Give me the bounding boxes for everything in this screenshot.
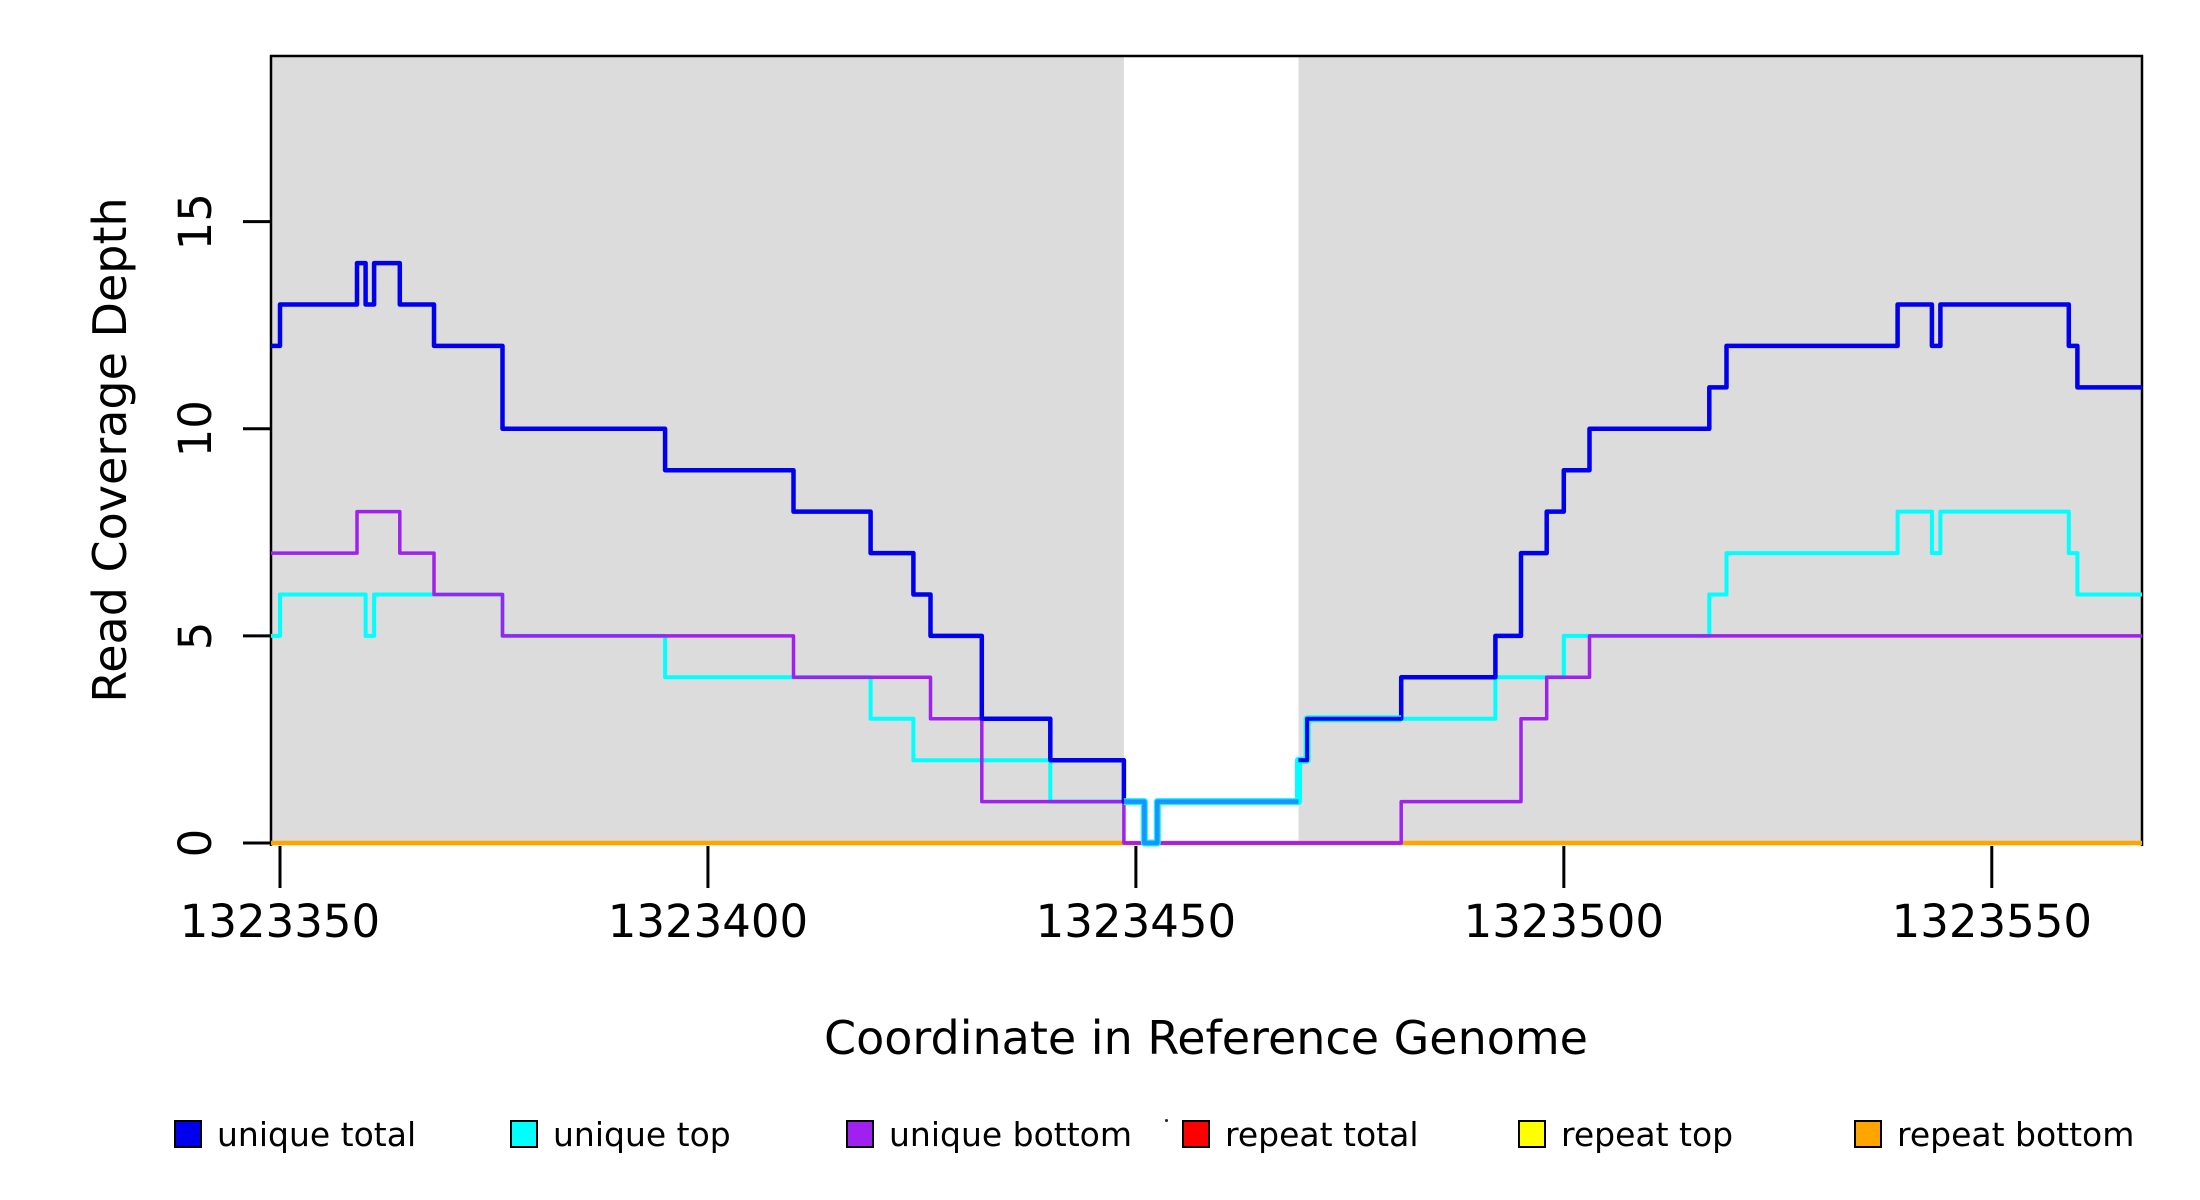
legend-item-repeat-total: repeat total	[1182, 1115, 1419, 1154]
legend-label: unique top	[553, 1114, 731, 1154]
region-unique-mappable-right	[1298, 57, 2142, 845]
legend-item-repeat-top: repeat top	[1518, 1115, 1733, 1154]
region-unique-mappable-left	[271, 57, 1124, 845]
series-line-unique-bottom	[271, 509, 2142, 845]
x-tick-label-1323350: 1323350	[180, 895, 380, 948]
gap-light-blue-line	[1123, 799, 1299, 846]
legend-item-unique-bottom: unique bottom	[846, 1115, 1132, 1154]
overlap-blue-core	[1298, 716, 1402, 763]
legend-label: repeat total	[1225, 1114, 1419, 1154]
x-tick-label-1323500: 1323500	[1464, 895, 1664, 948]
stray-dot-artifact	[1165, 1119, 1168, 1122]
legend-swatch-repeat-top	[1518, 1120, 1546, 1148]
legend-item-repeat-bottom: repeat bottom	[1854, 1115, 2134, 1154]
y-tick-label-5: 5	[169, 622, 222, 651]
legend-swatch-unique-total	[174, 1120, 202, 1148]
legend-label: repeat bottom	[1897, 1114, 2135, 1154]
legend-label: unique bottom	[889, 1114, 1133, 1154]
legend-swatch-repeat-bottom	[1854, 1120, 1882, 1148]
legend-swatch-repeat-total	[1182, 1120, 1210, 1148]
y-axis-label: Read Coverage Depth	[83, 197, 137, 703]
legend-swatch-unique-top	[510, 1120, 538, 1148]
x-tick-label-1323450: 1323450	[1036, 895, 1236, 948]
legend-label: unique total	[217, 1114, 417, 1154]
legend-label: repeat top	[1561, 1114, 1734, 1154]
legend-swatch-unique-bottom	[846, 1120, 874, 1148]
y-tick-label-10: 10	[169, 400, 222, 457]
x-tick-label-1323550: 1323550	[1892, 895, 2092, 948]
x-tick-label-1323400: 1323400	[608, 895, 808, 948]
y-tick-label-0: 0	[169, 829, 222, 858]
legend-item-unique-total: unique total	[174, 1115, 416, 1154]
legend-item-unique-top: unique top	[510, 1115, 731, 1154]
x-axis-label: Coordinate in Reference Genome	[824, 1011, 1588, 1065]
y-tick-label-15: 15	[169, 193, 222, 250]
